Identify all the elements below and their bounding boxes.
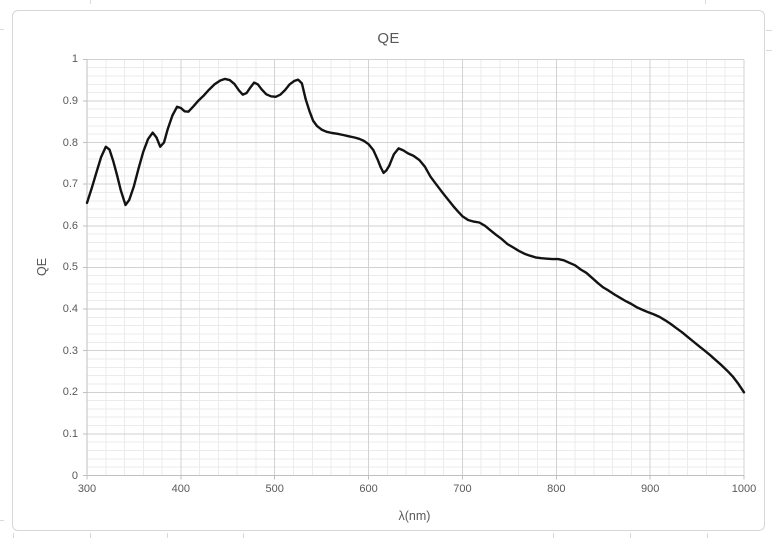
sheet-gridline-dash [707, 533, 708, 538]
x-tick-label: 1000 [731, 483, 757, 495]
y-tick-label: 0 [71, 469, 78, 482]
sheet-gridline-dash [0, 520, 4, 521]
y-tick-label: 0.8 [62, 136, 78, 149]
sheet-gridline-dash [90, 533, 91, 538]
x-tick-label: 400 [171, 483, 191, 495]
x-tick-label: 300 [77, 483, 97, 495]
chart-title: QE [377, 30, 400, 47]
sheet-gridline-dash [766, 50, 772, 51]
plot-area [83, 58, 746, 480]
y-tick-label: 0.1 [62, 427, 78, 440]
y-axis-title: QE [35, 257, 49, 277]
y-tick-label: 0.9 [62, 94, 78, 107]
x-tick-label: 800 [547, 483, 566, 495]
sheet-gridline-dash [766, 30, 772, 31]
sheet-gridline-dash [705, 0, 706, 4]
y-tick-label: 0.5 [62, 261, 78, 274]
y-tick-label: 0.6 [62, 219, 78, 232]
qe-series-line [85, 77, 746, 394]
x-axis-title: λ(nm) [398, 509, 431, 523]
axis-tick-marks [83, 58, 745, 480]
x-tick-label: 900 [640, 483, 660, 495]
sheet-gridline-dash [553, 533, 554, 538]
sheet-gridline-dash [13, 533, 14, 538]
x-tick-label: 500 [265, 483, 284, 495]
chart[interactable]: QE 0 0.1 0.2 0.3 0.4 0.5 0.6 0.7 0.8 0.9 1 300 400 5… [12, 10, 765, 531]
y-tick-label: 0.3 [62, 344, 78, 357]
major-gridlines [87, 58, 745, 476]
y-tick-label: 0.4 [62, 303, 78, 316]
sheet-gridline-dash [0, 29, 4, 30]
y-tick-label: 1 [71, 53, 78, 66]
y-tick-label: 0.7 [62, 178, 78, 191]
sheet-gridline-dash [167, 533, 168, 538]
x-tick-label: 700 [453, 483, 472, 495]
x-tick-label: 600 [359, 483, 378, 495]
sheet-gridline-dash [630, 533, 631, 538]
sheet-gridline-dash [90, 0, 91, 4]
y-tick-label: 0.2 [62, 386, 78, 399]
sheet-gridline-dash [243, 533, 244, 538]
